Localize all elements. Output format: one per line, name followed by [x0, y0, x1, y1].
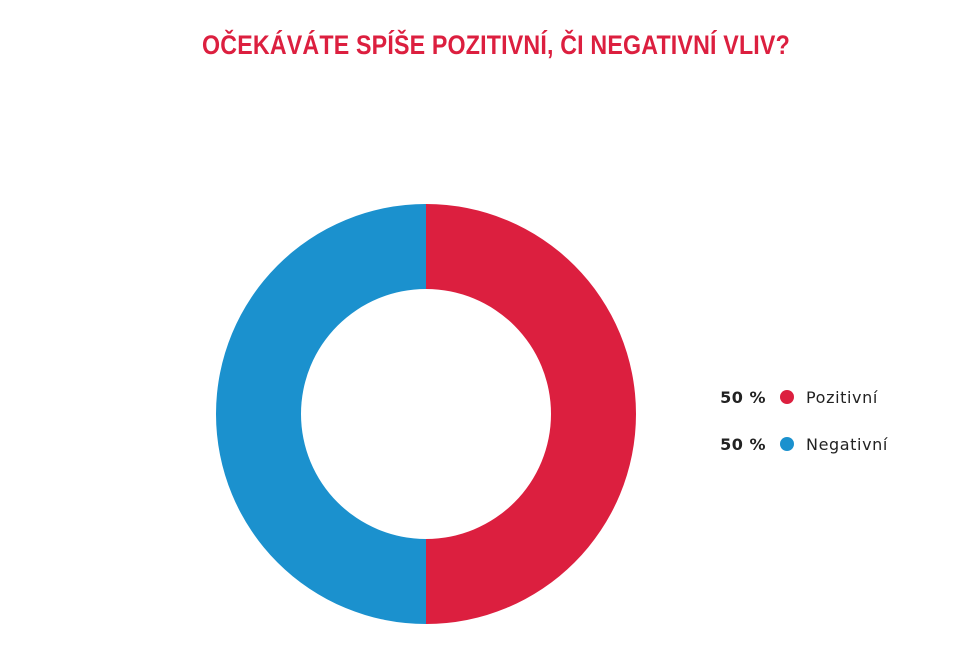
- donut-slice-pozitivni[interactable]: [426, 204, 636, 624]
- legend-label: Negativní: [806, 434, 888, 454]
- chart-legend: 50 % Pozitivní 50 % Negativní: [700, 383, 940, 477]
- donut-slices: [216, 204, 636, 624]
- donut-slice-negativni[interactable]: [216, 204, 426, 624]
- legend-label: Pozitivní: [806, 387, 878, 407]
- legend-swatch-dot-icon: [780, 437, 794, 451]
- legend-item-pozitivni[interactable]: 50 % Pozitivní: [700, 383, 940, 411]
- chart-title: OČEKÁVÁTE SPÍŠE POZITIVNÍ, ČI NEGATIVNÍ …: [202, 30, 790, 60]
- legend-value: 50 %: [720, 387, 766, 407]
- legend-swatch-dot-icon: [780, 390, 794, 404]
- legend-value: 50 %: [720, 434, 766, 454]
- legend-item-negativni[interactable]: 50 % Negativní: [700, 430, 940, 458]
